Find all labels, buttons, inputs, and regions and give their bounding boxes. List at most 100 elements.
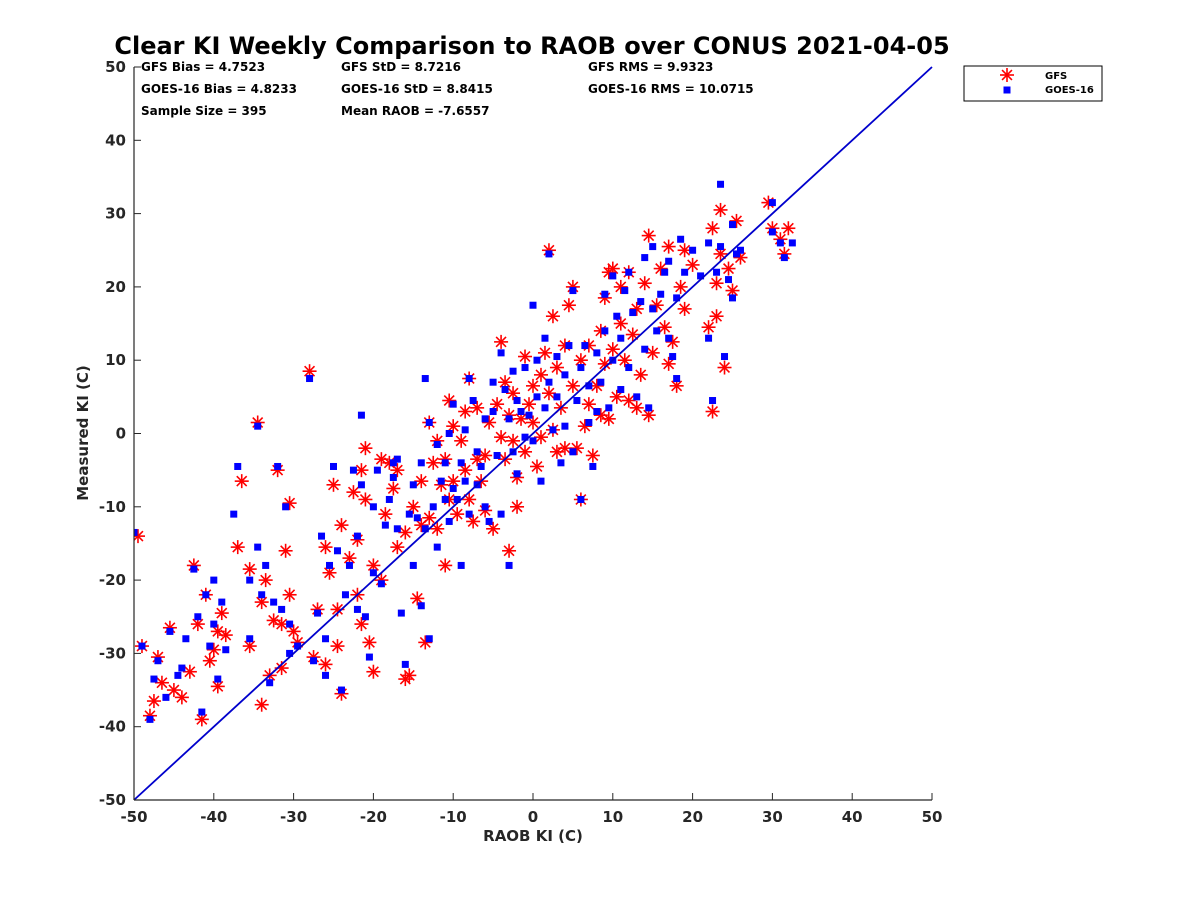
goes16-point	[146, 715, 154, 723]
goes16-point	[369, 503, 377, 511]
goes16-point	[621, 287, 629, 295]
goes16-point	[433, 440, 441, 448]
gfs-point	[705, 404, 720, 419]
gfs-point	[557, 441, 572, 456]
legend-box	[963, 65, 1103, 102]
gfs-point	[282, 587, 297, 602]
goes16-point	[457, 561, 465, 569]
x-tick-label: 30	[762, 808, 783, 826]
gfs-point	[278, 543, 293, 558]
goes16-point	[768, 199, 776, 207]
goes16-point	[625, 268, 633, 276]
goes16-point	[705, 334, 713, 342]
goes16-point	[609, 272, 617, 280]
goes16-point	[617, 386, 625, 394]
goes16-point	[322, 671, 330, 679]
gfs-point	[442, 393, 457, 408]
goes16-point	[429, 503, 437, 511]
gfs-point	[230, 540, 245, 555]
goes16-point	[521, 433, 529, 441]
goes16-point	[401, 660, 409, 668]
goes16-point	[294, 642, 302, 650]
y-tick-label: 30	[105, 205, 126, 223]
gfs-point	[402, 668, 417, 683]
goes16-point	[736, 246, 744, 254]
gfs-point	[134, 529, 145, 544]
goes16-point	[673, 294, 681, 302]
gfs-point	[386, 481, 401, 496]
goes16-point	[461, 426, 469, 434]
gfs-point	[502, 543, 517, 558]
goes16-point	[397, 609, 405, 617]
goes16-point	[246, 635, 254, 643]
goes16-point	[202, 591, 210, 599]
gfs-point	[390, 463, 405, 478]
gfs-point	[446, 419, 461, 434]
goes16-point	[421, 375, 429, 383]
gfs-point	[506, 386, 521, 401]
gfs-point	[414, 474, 429, 489]
stat-goes-std: GOES-16 StD = 8.8415	[341, 82, 493, 96]
goes16-point	[214, 675, 222, 683]
goes16-point	[501, 386, 509, 394]
goes16-point	[182, 635, 190, 643]
gfs-point	[629, 400, 644, 415]
legend-gfs-asterisk	[1000, 68, 1014, 82]
goes16-point	[357, 481, 365, 489]
goes16-point	[513, 397, 521, 405]
goes16-point	[493, 451, 501, 459]
goes16-point	[314, 609, 322, 617]
gfs-point	[342, 551, 357, 566]
y-tick-label: 10	[105, 351, 126, 369]
goes16-point	[286, 649, 294, 657]
goes16-point	[361, 613, 369, 621]
gfs-point	[458, 404, 473, 419]
goes16-point	[509, 367, 517, 375]
goes16-point	[589, 462, 597, 470]
gfs-point	[234, 474, 249, 489]
gfs-point	[709, 309, 724, 324]
goes16-point	[445, 517, 453, 525]
goes16-point	[409, 561, 417, 569]
gfs-point	[346, 485, 361, 500]
goes16-point	[326, 561, 334, 569]
goes16-point	[282, 503, 290, 511]
gfs-point	[522, 397, 537, 412]
goes16-point	[222, 646, 230, 654]
goes16-point	[577, 495, 585, 503]
gfs-point	[573, 353, 588, 368]
gfs-point	[146, 694, 161, 709]
goes16-point	[481, 415, 489, 423]
stat-mean-raob: Mean RAOB = -7.6557	[341, 104, 489, 118]
goes16-point	[353, 532, 361, 540]
goes16-point	[645, 404, 653, 412]
goes16-point	[713, 268, 721, 276]
goes16-point	[417, 602, 425, 610]
gfs-point	[641, 228, 656, 243]
goes16-point	[349, 466, 357, 474]
gfs-point	[561, 298, 576, 313]
gfs-point	[685, 257, 700, 272]
gfs-point	[406, 499, 421, 514]
legend-goes-marker	[1003, 86, 1011, 94]
y-tick-label: 40	[105, 131, 126, 149]
legend-gfs-marker	[1000, 68, 1014, 82]
gfs-point	[354, 617, 369, 632]
gfs-point	[526, 378, 540, 393]
goes16-point	[565, 342, 573, 350]
goes16-point	[306, 375, 314, 383]
gfs-point	[410, 591, 425, 606]
x-tick-label: -40	[200, 808, 227, 826]
goes16-point	[597, 378, 605, 386]
plot-area	[133, 66, 933, 801]
gfs-point	[478, 448, 493, 463]
goes16-point	[134, 528, 138, 536]
gfs-point	[426, 455, 441, 470]
gfs-point	[454, 433, 469, 448]
goes16-point	[729, 221, 736, 229]
goes16-point	[553, 393, 561, 401]
gfs-point	[713, 202, 728, 217]
stat-gfs-std: GFS StD = 8.7216	[341, 60, 461, 74]
gfs-point	[721, 261, 736, 276]
goes16-point	[254, 543, 262, 551]
